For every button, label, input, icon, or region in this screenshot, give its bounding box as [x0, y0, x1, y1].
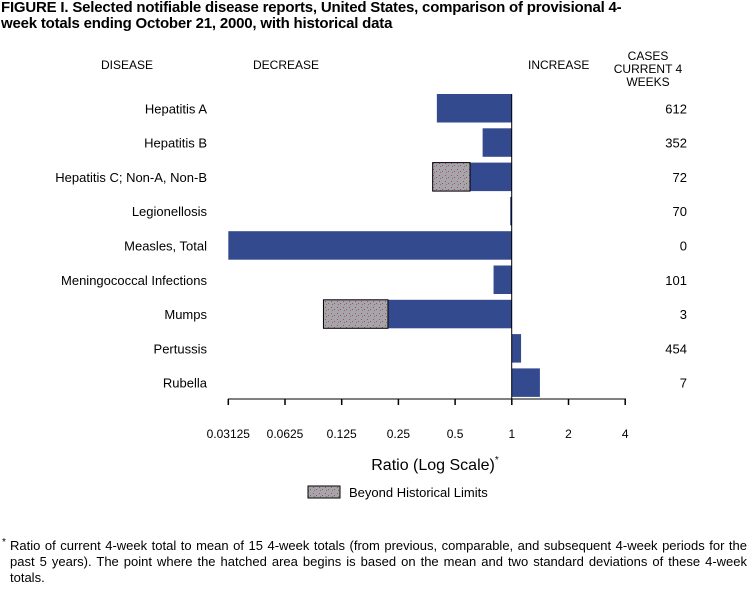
x-tick-label: 0.03125	[207, 427, 251, 441]
bar	[510, 196, 512, 226]
header-increase: INCREASE	[528, 58, 590, 72]
cases-value: 352	[665, 136, 687, 151]
category-label: Rubella	[163, 376, 208, 391]
category-label: Mumps	[164, 307, 207, 322]
cases-value: 454	[665, 341, 687, 356]
category-label: Legionellosis	[132, 204, 208, 219]
x-tick-label: 0.5	[447, 427, 464, 441]
chart-title: FIGURE I. Selected notifiable disease re…	[1, 0, 622, 32]
header-cases: CASES CURRENT 4 WEEKS	[613, 49, 683, 89]
cases-value: 612	[665, 101, 687, 116]
hatched-bar-segment	[432, 162, 471, 192]
bar	[511, 334, 522, 363]
x-tick-label: 0.25	[387, 427, 411, 441]
bar	[493, 265, 512, 294]
hatched-bar-segment	[322, 299, 389, 329]
category-label: Hepatitis A	[145, 101, 207, 116]
header-disease: DISEASE	[101, 58, 154, 72]
category-label: Meningococcal Infections	[61, 273, 207, 288]
x-tick-label: 1	[508, 427, 515, 441]
bar	[436, 94, 512, 123]
cases-value: 101	[665, 273, 687, 288]
category-label: Hepatitis B	[144, 136, 207, 151]
bar	[511, 368, 540, 397]
x-axis-label: Ratio (Log Scale)*	[371, 455, 499, 474]
x-tick-label: 0.125	[327, 427, 357, 441]
cases-value: 72	[673, 170, 687, 185]
cases-value: 7	[680, 376, 687, 391]
footnote: * Ratio of current 4-week total to mean …	[2, 537, 747, 586]
cases-value: 70	[673, 204, 687, 219]
header-decrease: DECREASE	[253, 58, 320, 72]
category-label: Measles, Total	[124, 238, 207, 253]
bar	[228, 231, 512, 260]
cases-value: 0	[680, 238, 687, 253]
category-label: Pertussis	[154, 341, 208, 356]
x-tick-label: 4	[622, 427, 629, 441]
legend-swatch	[307, 485, 341, 499]
cases-value: 3	[680, 307, 687, 322]
category-label: Hepatitis C; Non-A, Non-B	[55, 170, 207, 185]
legend-label: Beyond Historical Limits	[349, 485, 488, 500]
x-tick-label: 2	[565, 427, 572, 441]
bar	[482, 128, 512, 157]
x-tick-label: 0.0625	[267, 427, 304, 441]
footnote-text: Ratio of current 4-week total to mean of…	[10, 538, 747, 585]
footnote-marker: *	[2, 537, 6, 548]
